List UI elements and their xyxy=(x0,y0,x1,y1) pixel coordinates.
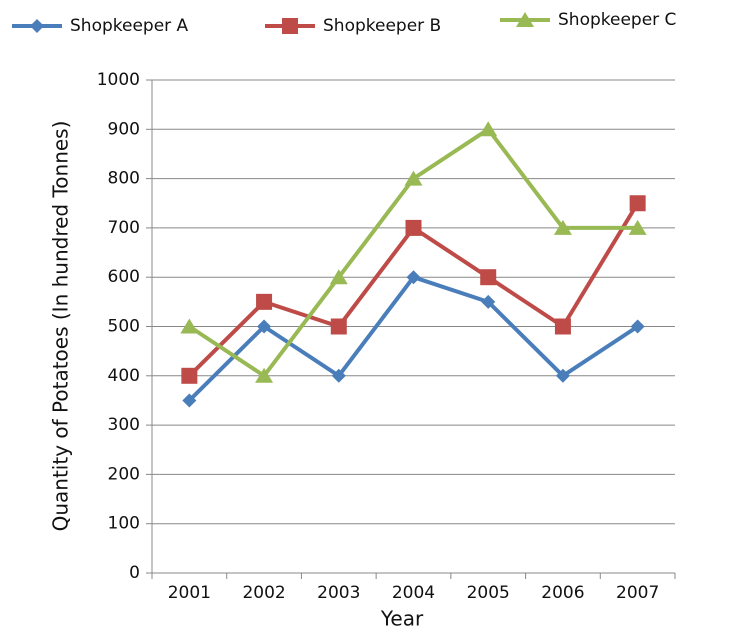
x-tick-label: 2003 xyxy=(317,583,360,603)
marker xyxy=(282,18,298,34)
legend-label: Shopkeeper B xyxy=(323,16,441,36)
series-line xyxy=(188,127,638,378)
marker xyxy=(330,318,347,335)
y-tick-label: 900 xyxy=(108,119,140,139)
y-axis-label: Quantity of Potatoes (In hundred Tonnes) xyxy=(49,121,73,532)
marker xyxy=(554,318,571,335)
y-tick-label: 400 xyxy=(108,366,140,386)
marker xyxy=(331,368,346,383)
y-tick-label: 500 xyxy=(108,317,140,337)
x-tick-label: 2006 xyxy=(541,583,584,603)
marker xyxy=(181,367,198,384)
marker xyxy=(256,293,273,310)
x-tick-label: 2001 xyxy=(168,583,211,603)
legend-label: Shopkeeper A xyxy=(70,16,189,36)
marker xyxy=(630,319,645,334)
x-axis-label: Year xyxy=(380,607,424,631)
marker xyxy=(629,195,646,212)
marker xyxy=(182,393,197,408)
x-tick-label: 2005 xyxy=(467,583,510,603)
marker xyxy=(481,294,496,309)
x-tick-label: 2004 xyxy=(392,583,435,603)
marker xyxy=(404,170,423,186)
marker xyxy=(516,12,534,27)
marker xyxy=(628,219,647,235)
marker xyxy=(180,318,199,334)
marker xyxy=(553,219,572,235)
x-tick-label: 2002 xyxy=(242,583,285,603)
marker xyxy=(555,368,570,383)
legend-label: Shopkeeper C xyxy=(558,10,676,30)
y-tick-label: 300 xyxy=(108,415,140,435)
marker xyxy=(257,319,272,334)
marker xyxy=(406,270,421,285)
marker xyxy=(30,19,44,33)
marker xyxy=(329,269,348,285)
y-tick-label: 700 xyxy=(108,218,140,238)
y-tick-label: 200 xyxy=(108,464,140,484)
marker xyxy=(405,219,422,236)
y-tick-label: 800 xyxy=(108,169,140,189)
marker xyxy=(255,367,274,383)
marker xyxy=(480,269,497,286)
y-tick-label: 0 xyxy=(129,563,140,583)
y-tick-label: 1000 xyxy=(97,70,140,90)
y-tick-label: 100 xyxy=(108,514,140,534)
x-tick-label: 2007 xyxy=(616,583,659,603)
marker xyxy=(479,121,498,137)
y-tick-label: 600 xyxy=(108,267,140,287)
